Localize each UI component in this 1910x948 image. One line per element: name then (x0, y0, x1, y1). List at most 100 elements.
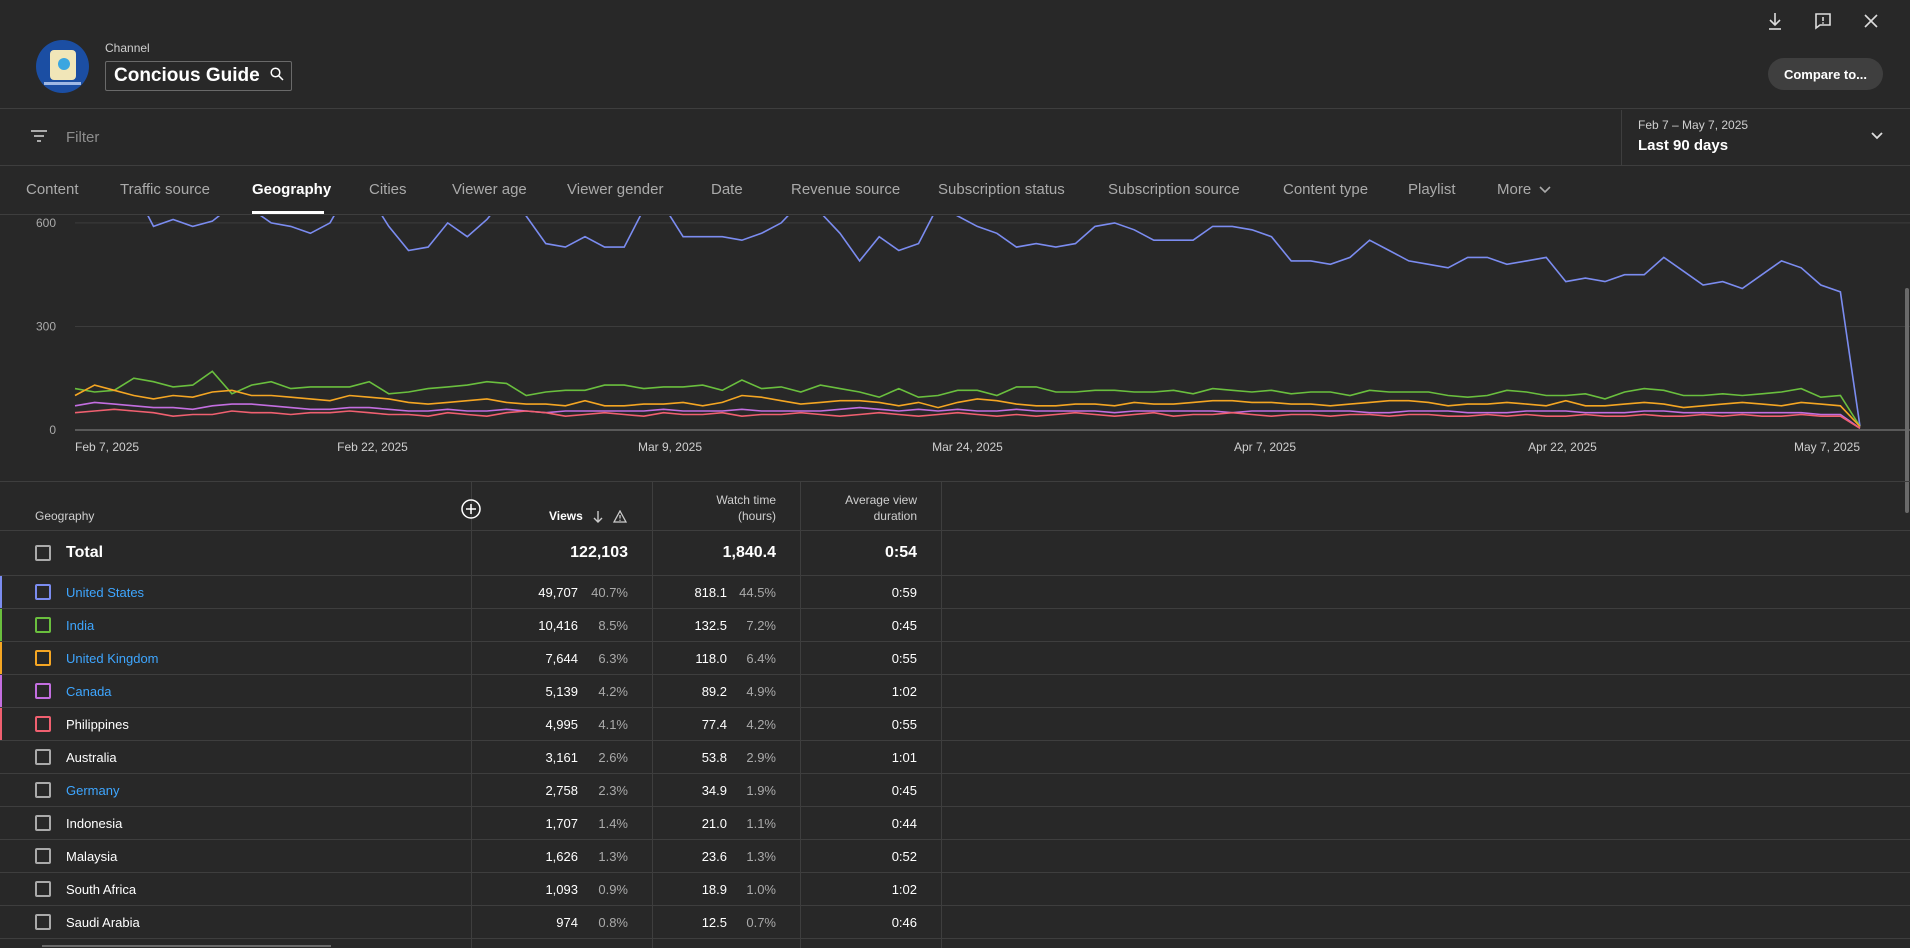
tab-more[interactable]: More (1497, 181, 1551, 198)
filter-input[interactable]: Filter (66, 129, 100, 146)
views-percent: 4.2% (598, 684, 628, 699)
table-row[interactable]: Malaysia 1,626 1.3% 23.6 1.3% 0:52 (0, 840, 1910, 873)
tab-traffic-source[interactable]: Traffic source (120, 181, 211, 198)
tab-subscription-status[interactable]: Subscription status (938, 181, 1065, 198)
avd-value: 0:46 (891, 915, 917, 930)
series-line (74, 370, 1861, 427)
sort-down-icon[interactable] (592, 510, 604, 529)
watch-time-value: 23.6 (701, 849, 727, 864)
row-checkbox[interactable] (35, 650, 51, 666)
row-checkbox[interactable] (35, 881, 51, 897)
header-views[interactable]: Views (549, 509, 583, 523)
watch-time-value: 818.1 (694, 585, 727, 600)
tab-playlist[interactable]: Playlist (1408, 181, 1456, 198)
logo-mark (58, 58, 70, 70)
series-line (74, 401, 1861, 429)
line-chart: 600 300 0 Feb 7, 2025 Feb 22, 2025 Mar 9, 20… (0, 216, 1910, 481)
row-checkbox[interactable] (35, 716, 51, 732)
tab-content[interactable]: Content (26, 181, 79, 198)
x-tick-label: Mar 24, 2025 (932, 440, 1003, 454)
series-line (74, 408, 1861, 429)
feedback-icon[interactable] (1811, 9, 1835, 33)
search-icon[interactable] (270, 66, 284, 86)
table-row[interactable]: United Kingdom 7,644 6.3% 118.0 6.4% 0:55 (0, 642, 1910, 675)
header-avg-view-duration[interactable]: Average view duration (820, 492, 917, 524)
watch-time-value: 18.9 (701, 882, 727, 897)
row-checkbox[interactable] (35, 683, 51, 699)
row-checkbox[interactable] (35, 782, 51, 798)
table-row[interactable]: United States 49,707 40.7% 818.1 44.5% 0:59 (0, 576, 1910, 609)
row-checkbox[interactable] (35, 617, 51, 633)
country-name[interactable]: United Kingdom (66, 651, 159, 666)
tab-date[interactable]: Date (711, 181, 743, 198)
country-name[interactable]: India (66, 618, 95, 633)
tab-revenue-source[interactable]: Revenue source (791, 181, 901, 198)
series-color-bar (0, 675, 2, 707)
country-name[interactable]: United States (66, 585, 145, 600)
add-column-icon[interactable] (460, 498, 482, 525)
avd-value: 1:02 (891, 684, 917, 699)
table-row[interactable]: Indonesia 1,707 1.4% 21.0 1.1% 0:44 (0, 807, 1910, 840)
views-value: 2,758 (545, 783, 578, 798)
channel-selector[interactable]: Concious Guide (105, 61, 292, 91)
tab-cities[interactable]: Cities (369, 181, 407, 198)
channel-avatar[interactable] (36, 40, 89, 93)
tab-geography[interactable]: Geography (252, 181, 332, 198)
avd-value: 0:55 (891, 717, 917, 732)
watch-time-value: 53.8 (701, 750, 727, 765)
avd-value: 0:59 (891, 585, 917, 600)
tab-subscription-source[interactable]: Subscription source (1108, 181, 1240, 198)
series-line (147, 216, 1861, 427)
logo-caption (44, 82, 81, 85)
y-tick-label: 300 (36, 319, 56, 333)
country-name: Australia (66, 750, 117, 765)
column-divider (652, 482, 653, 948)
tab-viewer-age[interactable]: Viewer age (452, 181, 527, 198)
views-value: 1,626 (545, 849, 578, 864)
compare-button[interactable]: Compare to... (1768, 58, 1883, 90)
total-checkbox[interactable] (35, 545, 51, 561)
row-checkbox[interactable] (35, 848, 51, 864)
row-checkbox[interactable] (35, 584, 51, 600)
views-value: 3,161 (545, 750, 578, 765)
table-row[interactable]: Australia 3,161 2.6% 53.8 2.9% 1:01 (0, 741, 1910, 774)
avd-value: 0:44 (891, 816, 917, 831)
table-row[interactable]: Philippines 4,995 4.1% 77.4 4.2% 0:55 (0, 708, 1910, 741)
table-row[interactable]: Canada 5,139 4.2% 89.2 4.9% 1:02 (0, 675, 1910, 708)
views-value: 10,416 (538, 618, 578, 633)
table-row[interactable]: Saudi Arabia 974 0.8% 12.5 0.7% 0:46 (0, 906, 1910, 939)
horizontal-scrollbar[interactable] (42, 945, 331, 947)
row-checkbox[interactable] (35, 749, 51, 765)
column-divider (800, 482, 801, 948)
filter-icon[interactable] (30, 129, 48, 148)
avd-value: 0:52 (891, 849, 917, 864)
views-percent: 2.3% (598, 783, 628, 798)
page-scrollbar[interactable] (1905, 288, 1909, 513)
series-line (74, 384, 1861, 428)
header-avd-line2: duration (873, 509, 917, 523)
country-name[interactable]: Germany (66, 783, 120, 798)
avd-value: 0:55 (891, 651, 917, 666)
close-icon[interactable] (1859, 9, 1883, 33)
table-row[interactable]: India 10,416 8.5% 132.5 7.2% 0:45 (0, 609, 1910, 642)
warning-icon[interactable] (612, 509, 628, 528)
row-checkbox[interactable] (35, 914, 51, 930)
active-tab-indicator (252, 211, 324, 214)
tab-content-type[interactable]: Content type (1283, 181, 1369, 198)
channel-name: Concious Guide (114, 65, 260, 86)
country-name[interactable]: Canada (66, 684, 112, 699)
country-name: Saudi Arabia (66, 915, 140, 930)
tab-viewer-gender[interactable]: Viewer gender (567, 181, 664, 198)
x-tick-label: Apr 7, 2025 (1234, 440, 1296, 454)
header-divider (0, 530, 1910, 531)
download-icon[interactable] (1763, 9, 1787, 33)
watch-time-value: 21.0 (701, 816, 727, 831)
date-range-selector[interactable]: Feb 7 – May 7, 2025 Last 90 days (1621, 110, 1910, 166)
row-checkbox[interactable] (35, 815, 51, 831)
watch-time-value: 89.2 (701, 684, 727, 699)
header-watch-time[interactable]: Watch time (hours) (680, 492, 776, 524)
table-row[interactable]: Germany 2,758 2.3% 34.9 1.9% 0:45 (0, 774, 1910, 807)
table-row[interactable]: South Africa 1,093 0.9% 18.9 1.0% 1:02 (0, 873, 1910, 906)
views-percent: 1.4% (598, 816, 628, 831)
series-color-bar (0, 609, 2, 641)
